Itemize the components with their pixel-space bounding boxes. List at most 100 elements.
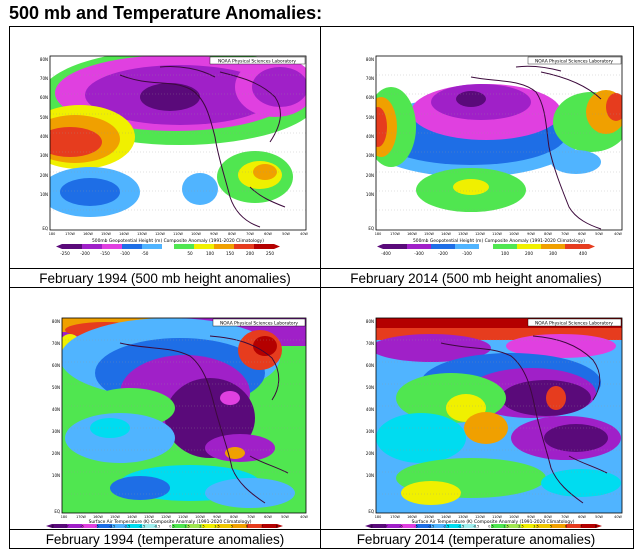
colorbar-tick-label: -3.5 <box>428 524 435 528</box>
svg-text:180: 180 <box>49 232 55 236</box>
page-title: 500 mb and Temperature Anomalies: <box>9 3 322 24</box>
panel-feb2014-temperature: NOAA Physical Sciences Laboratory 80N 70N… <box>321 288 631 529</box>
svg-text:-400: -400 <box>381 251 391 256</box>
svg-text:70N: 70N <box>40 76 48 81</box>
colorbar-tick-label: 7 <box>580 524 582 528</box>
svg-text:60N: 60N <box>366 363 374 368</box>
svg-text:60W: 60W <box>264 515 272 519</box>
svg-text:150: 150 <box>226 251 234 256</box>
svg-text:50W: 50W <box>595 232 603 236</box>
svg-text:180: 180 <box>61 515 67 519</box>
svg-text:60N: 60N <box>40 95 48 100</box>
svg-text:30N: 30N <box>366 429 374 434</box>
svg-text:400: 400 <box>579 251 587 256</box>
caption-feb1994-height: February 1994 (500 mb height anomalies) <box>10 271 320 286</box>
svg-text:10N: 10N <box>52 473 60 478</box>
svg-text:170W: 170W <box>65 232 75 236</box>
svg-text:30N: 30N <box>366 153 374 158</box>
lat-labels: 80N 70N 60N 50N 40N 30N 20N 10N EQ <box>52 319 60 514</box>
svg-text:100W: 100W <box>191 232 201 236</box>
panel-feb1994-height: NOAA Physical Sciences Laboratory 80N 70N… <box>10 27 320 268</box>
svg-text:80W: 80W <box>544 232 552 236</box>
colorbar-tick-label: 2.5 <box>199 524 204 528</box>
svg-text:40N: 40N <box>366 134 374 139</box>
colorbar-tick-label: 5 <box>550 524 552 528</box>
caption-feb1994-temperature: February 1994 (temperature anomalies) <box>10 532 320 547</box>
colorbar-tick-label: 6 <box>246 524 248 528</box>
colorbar-tick-label: 1.5 <box>503 524 508 528</box>
svg-text:70W: 70W <box>247 515 255 519</box>
svg-text:140W: 140W <box>127 515 137 519</box>
svg-text:-150: -150 <box>100 251 110 256</box>
svg-text:160W: 160W <box>93 515 103 519</box>
colorbar-tick-label: 7 <box>261 524 263 528</box>
colorbar-tick-label: -3.5 <box>109 524 116 528</box>
svg-text:160W: 160W <box>407 232 417 236</box>
svg-text:70N: 70N <box>366 76 374 81</box>
svg-text:70W: 70W <box>246 232 254 236</box>
svg-text:90W: 90W <box>527 515 535 519</box>
svg-text:50N: 50N <box>366 115 374 120</box>
map-header: NOAA Physical Sciences Laboratory <box>535 321 613 327</box>
lon-labels: 180 170W 160W 150W 140W 130W 120W 110W 100W 9… <box>61 515 309 519</box>
svg-text:200: 200 <box>525 251 533 256</box>
svg-text:50N: 50N <box>52 385 60 390</box>
svg-text:170W: 170W <box>76 515 86 519</box>
colorbar-tick-label: -0.5 <box>473 524 480 528</box>
svg-text:100: 100 <box>501 251 509 256</box>
svg-text:10N: 10N <box>366 192 374 197</box>
svg-text:100W: 100W <box>195 515 205 519</box>
colorbar-tick-label: 0.5 <box>169 524 174 528</box>
colorbar-tick-label: 0.5 <box>488 524 493 528</box>
svg-text:90W: 90W <box>213 515 221 519</box>
svg-text:80W: 80W <box>230 515 238 519</box>
svg-text:-100: -100 <box>120 251 130 256</box>
svg-text:EQ: EQ <box>368 226 374 231</box>
colorbar-ticks: -250 -200 -150 -100 -50 50 100 150 200 250 <box>60 251 274 256</box>
svg-text:EQ: EQ <box>42 226 48 231</box>
colorbar-tick-label: -8 <box>50 524 53 528</box>
lat-labels: 80N 70N 60N 50N 40N 30N 20N 10N EQ <box>40 57 48 231</box>
svg-text:110W: 110W <box>492 232 502 236</box>
svg-text:40N: 40N <box>366 407 374 412</box>
svg-text:20N: 20N <box>366 173 374 178</box>
svg-text:140W: 140W <box>441 232 451 236</box>
svg-text:50N: 50N <box>40 115 48 120</box>
svg-text:100W: 100W <box>509 515 519 519</box>
svg-text:70N: 70N <box>52 341 60 346</box>
svg-text:140W: 140W <box>441 515 451 519</box>
svg-text:160W: 160W <box>83 232 93 236</box>
svg-text:50: 50 <box>187 251 193 256</box>
colorbar-tick-label: -5 <box>414 524 417 528</box>
svg-text:10N: 10N <box>366 473 374 478</box>
lat-labels: 80N 70N 60N 50N 40N 30N 20N 10N EQ <box>366 57 374 231</box>
svg-text:150W: 150W <box>110 515 120 519</box>
svg-text:40W: 40W <box>614 515 622 519</box>
lon-labels: 180 170W 160W 150W 140W 130W 120W 110W 100W 9… <box>49 232 309 236</box>
height-anomaly-map-1994: NOAA Physical Sciences Laboratory 80N70N… <box>10 27 320 268</box>
colorbar-tick-label: -7 <box>384 524 387 528</box>
svg-text:80N: 80N <box>40 57 48 62</box>
svg-text:110W: 110W <box>492 515 502 519</box>
svg-text:-250: -250 <box>60 251 70 256</box>
svg-text:20N: 20N <box>366 451 374 456</box>
svg-text:50N: 50N <box>366 385 374 390</box>
colorbar-tick-label: 8 <box>595 524 597 528</box>
svg-text:180: 180 <box>375 515 381 519</box>
svg-text:30N: 30N <box>40 153 48 158</box>
svg-text:80N: 80N <box>52 319 60 324</box>
colorbar <box>56 244 280 249</box>
svg-text:300: 300 <box>549 251 557 256</box>
colorbar-tick-label: -1.5 <box>458 524 465 528</box>
svg-text:30N: 30N <box>52 429 60 434</box>
colorbar-tick-label: -6 <box>80 524 83 528</box>
colorbar-title: 500mb Geopotential Height (m) Composite … <box>92 238 264 244</box>
height-anomaly-map-2014: NOAA Physical Sciences Laboratory 80N70N… <box>321 27 631 268</box>
svg-text:170W: 170W <box>390 515 400 519</box>
colorbar-tick-label: -0.5 <box>154 524 161 528</box>
svg-text:80W: 80W <box>228 232 236 236</box>
svg-text:180: 180 <box>375 232 381 236</box>
svg-text:80N: 80N <box>366 57 374 62</box>
svg-text:40N: 40N <box>52 407 60 412</box>
caption-feb2014-temperature: February 2014 (temperature anomalies) <box>321 532 631 547</box>
